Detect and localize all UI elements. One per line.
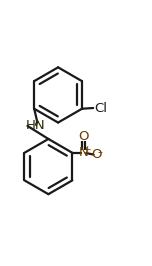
Text: –: – [97,147,102,157]
Text: Cl: Cl [94,102,107,114]
Text: +: + [83,145,91,154]
Text: HN: HN [26,119,46,132]
Text: O: O [91,148,101,161]
Text: N: N [79,146,88,159]
Text: O: O [78,130,89,143]
